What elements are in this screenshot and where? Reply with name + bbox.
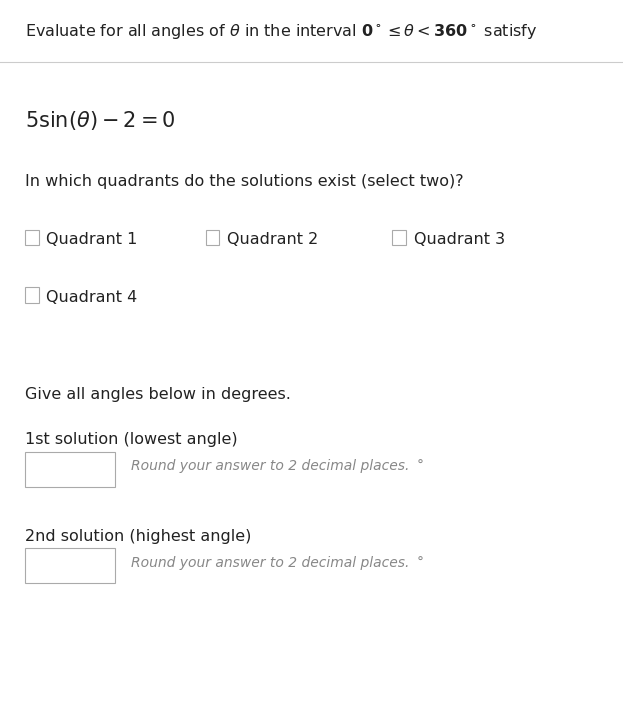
Text: Round your answer to 2 decimal places.: Round your answer to 2 decimal places. xyxy=(131,555,409,570)
Text: °: ° xyxy=(416,459,423,473)
Text: In which quadrants do the solutions exist (select two)?: In which quadrants do the solutions exis… xyxy=(25,174,464,189)
Text: °: ° xyxy=(416,555,423,570)
Text: 1st solution (lowest angle): 1st solution (lowest angle) xyxy=(25,432,237,447)
Text: Give all angles below in degrees.: Give all angles below in degrees. xyxy=(25,387,291,403)
Text: 2nd solution (highest angle): 2nd solution (highest angle) xyxy=(25,529,251,544)
Text: Round your answer to 2 decimal places.: Round your answer to 2 decimal places. xyxy=(131,459,409,473)
FancyBboxPatch shape xyxy=(392,230,406,245)
Text: Quadrant 3: Quadrant 3 xyxy=(414,232,505,247)
FancyBboxPatch shape xyxy=(25,548,115,583)
Text: Quadrant 2: Quadrant 2 xyxy=(227,232,318,247)
Text: Evaluate for all angles of $\theta$ in the interval $\mathbf{0^\circ} \leq \thet: Evaluate for all angles of $\theta$ in t… xyxy=(25,22,538,41)
Text: Quadrant 1: Quadrant 1 xyxy=(46,232,138,247)
FancyBboxPatch shape xyxy=(206,230,219,245)
FancyBboxPatch shape xyxy=(25,287,39,303)
Text: Quadrant 4: Quadrant 4 xyxy=(46,290,137,305)
FancyBboxPatch shape xyxy=(25,230,39,245)
FancyBboxPatch shape xyxy=(25,452,115,487)
Text: $5\sin(\theta) - 2 = 0$: $5\sin(\theta) - 2 = 0$ xyxy=(25,109,176,132)
